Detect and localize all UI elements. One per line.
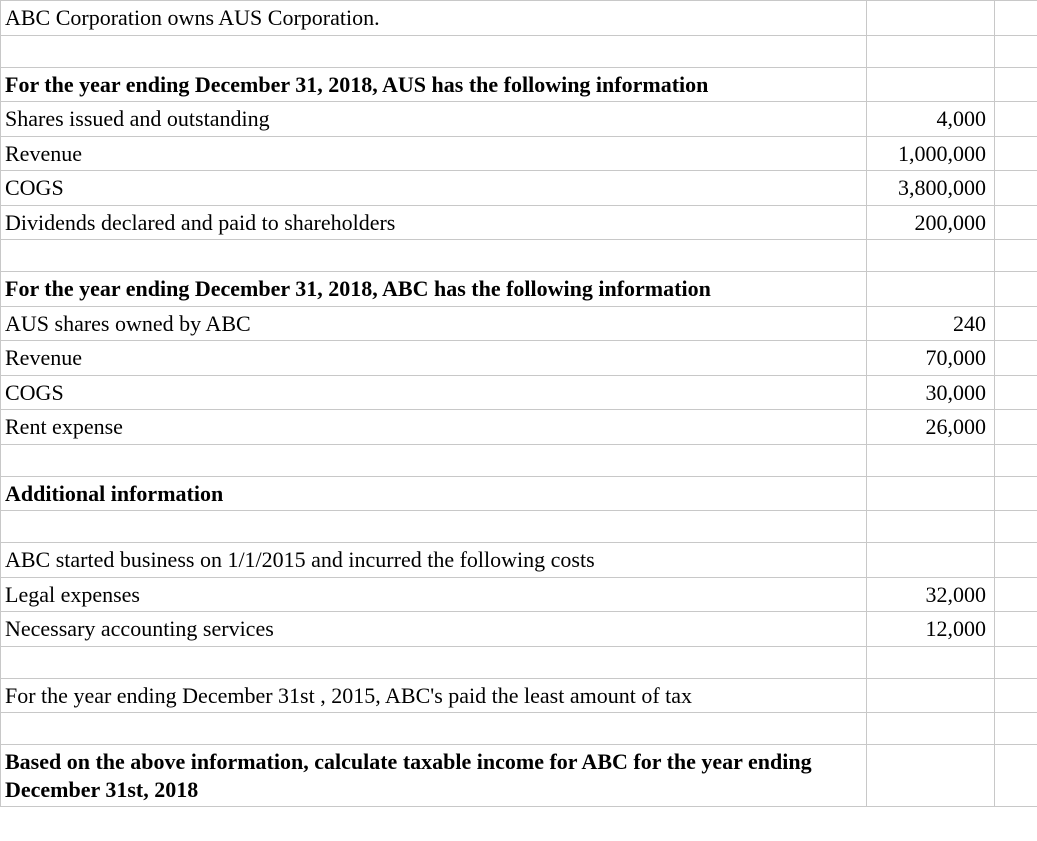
table-row: Rent expense26,000 — [1, 410, 1037, 445]
row-spacer — [995, 341, 1037, 376]
row-spacer — [995, 713, 1037, 745]
row-label — [1, 646, 867, 678]
row-spacer — [995, 577, 1037, 612]
table-row — [1, 444, 1037, 476]
row-label: Revenue — [1, 341, 867, 376]
row-value: 200,000 — [867, 205, 995, 240]
row-value: 12,000 — [867, 612, 995, 647]
row-value — [867, 543, 995, 578]
table-row: Necessary accounting services12,000 — [1, 612, 1037, 647]
row-value — [867, 35, 995, 67]
row-label: COGS — [1, 171, 867, 206]
table-row — [1, 35, 1037, 67]
row-value: 1,000,000 — [867, 136, 995, 171]
row-spacer — [995, 272, 1037, 307]
row-spacer — [995, 102, 1037, 137]
row-spacer — [995, 612, 1037, 647]
table-row: ABC started business on 1/1/2015 and inc… — [1, 543, 1037, 578]
row-spacer — [995, 511, 1037, 543]
row-label: For the year ending December 31st , 2015… — [1, 678, 867, 713]
row-spacer — [995, 646, 1037, 678]
table-row: For the year ending December 31, 2018, A… — [1, 67, 1037, 102]
table-row: AUS shares owned by ABC240 — [1, 306, 1037, 341]
table-body: ABC Corporation owns AUS Corporation. For… — [1, 1, 1037, 807]
row-spacer — [995, 678, 1037, 713]
row-label: Revenue — [1, 136, 867, 171]
row-value — [867, 272, 995, 307]
row-spacer — [995, 136, 1037, 171]
table-row: COGS30,000 — [1, 375, 1037, 410]
row-label — [1, 511, 867, 543]
table-row: Revenue70,000 — [1, 341, 1037, 376]
row-value: 240 — [867, 306, 995, 341]
row-label — [1, 35, 867, 67]
table-row: Revenue1,000,000 — [1, 136, 1037, 171]
row-spacer — [995, 543, 1037, 578]
row-label: Additional information — [1, 476, 867, 511]
row-label: For the year ending December 31, 2018, A… — [1, 67, 867, 102]
row-value: 26,000 — [867, 410, 995, 445]
row-spacer — [995, 67, 1037, 102]
row-spacer — [995, 306, 1037, 341]
row-label — [1, 240, 867, 272]
row-spacer — [995, 410, 1037, 445]
row-spacer — [995, 444, 1037, 476]
table-row: ABC Corporation owns AUS Corporation. — [1, 1, 1037, 36]
row-spacer — [995, 171, 1037, 206]
table-row: Additional information — [1, 476, 1037, 511]
row-value — [867, 511, 995, 543]
row-label — [1, 444, 867, 476]
row-label: For the year ending December 31, 2018, A… — [1, 272, 867, 307]
row-spacer — [995, 205, 1037, 240]
row-value — [867, 646, 995, 678]
row-spacer — [995, 240, 1037, 272]
row-label: COGS — [1, 375, 867, 410]
table-row: Shares issued and outstanding4,000 — [1, 102, 1037, 137]
row-label: Necessary accounting services — [1, 612, 867, 647]
table-row: Legal expenses32,000 — [1, 577, 1037, 612]
table-row — [1, 713, 1037, 745]
table-container: ABC Corporation owns AUS Corporation. For… — [0, 0, 1037, 807]
row-label: ABC Corporation owns AUS Corporation. — [1, 1, 867, 36]
table-row: Based on the above information, calculat… — [1, 745, 1037, 807]
row-label — [1, 713, 867, 745]
table-row: For the year ending December 31st , 2015… — [1, 678, 1037, 713]
table-row — [1, 511, 1037, 543]
row-label: Shares issued and outstanding — [1, 102, 867, 137]
row-spacer — [995, 476, 1037, 511]
row-value: 30,000 — [867, 375, 995, 410]
row-value — [867, 476, 995, 511]
row-label: Based on the above information, calculat… — [1, 745, 867, 807]
row-value: 4,000 — [867, 102, 995, 137]
row-value — [867, 1, 995, 36]
row-value: 3,800,000 — [867, 171, 995, 206]
table-row — [1, 646, 1037, 678]
row-spacer — [995, 35, 1037, 67]
row-spacer — [995, 745, 1037, 807]
row-value — [867, 240, 995, 272]
row-value — [867, 67, 995, 102]
row-value: 32,000 — [867, 577, 995, 612]
row-value — [867, 678, 995, 713]
table-row: For the year ending December 31, 2018, A… — [1, 272, 1037, 307]
table-row: COGS3,800,000 — [1, 171, 1037, 206]
row-value — [867, 745, 995, 807]
row-label: AUS shares owned by ABC — [1, 306, 867, 341]
row-spacer — [995, 375, 1037, 410]
row-label: Rent expense — [1, 410, 867, 445]
table-row — [1, 240, 1037, 272]
row-label: Legal expenses — [1, 577, 867, 612]
table-row: Dividends declared and paid to sharehold… — [1, 205, 1037, 240]
row-value — [867, 713, 995, 745]
data-table: ABC Corporation owns AUS Corporation. For… — [0, 0, 1037, 807]
row-spacer — [995, 1, 1037, 36]
row-label: Dividends declared and paid to sharehold… — [1, 205, 867, 240]
row-label: ABC started business on 1/1/2015 and inc… — [1, 543, 867, 578]
row-value — [867, 444, 995, 476]
row-value: 70,000 — [867, 341, 995, 376]
